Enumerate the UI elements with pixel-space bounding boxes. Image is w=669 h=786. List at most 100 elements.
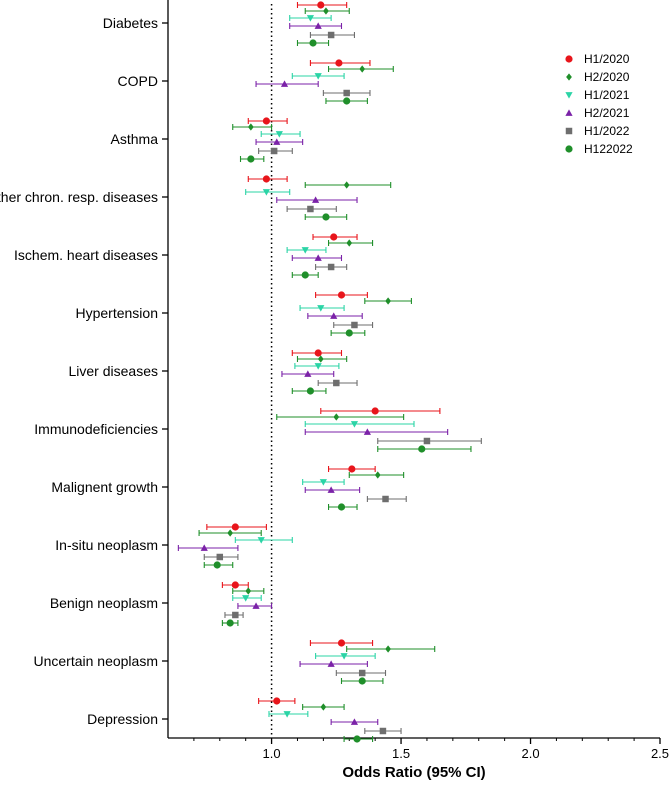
point-marker: [371, 407, 379, 415]
point-marker: [314, 254, 322, 261]
point-marker: [330, 233, 338, 241]
series-h22020: [198, 7, 436, 711]
point-marker: [257, 537, 265, 544]
point-marker: [327, 263, 335, 271]
category-label: Liver diseases: [69, 363, 159, 379]
point-marker: [252, 602, 260, 609]
legend-label: H122022: [584, 142, 633, 156]
point-marker: [247, 155, 255, 163]
series-h22021: [177, 22, 449, 725]
legend-marker: [565, 92, 573, 99]
point-marker: [358, 677, 366, 685]
legend-item: H2/2021: [565, 106, 630, 120]
legend-item: H122022: [565, 142, 633, 156]
legend-item: H1/2022: [565, 124, 630, 138]
point-marker: [283, 711, 291, 718]
category-label: Immunodeficiencies: [34, 421, 158, 437]
series-h12022: [203, 31, 482, 735]
point-marker: [314, 22, 322, 29]
category-label: Ischem. heart diseases: [14, 247, 158, 263]
category-label: Hypertension: [76, 305, 159, 321]
point-marker: [333, 413, 340, 421]
point-marker: [322, 213, 330, 221]
point-marker: [262, 175, 270, 183]
point-marker: [314, 73, 322, 80]
x-tick-label: 1.0: [263, 746, 281, 761]
category-label: Diabetes: [103, 15, 158, 31]
point-marker: [245, 587, 252, 595]
point-marker: [216, 553, 224, 561]
category-label: Asthma: [111, 131, 159, 147]
point-marker: [358, 669, 366, 677]
x-tick-label: 1.5: [392, 746, 410, 761]
point-marker: [314, 349, 322, 357]
point-marker: [382, 495, 389, 503]
point-marker: [306, 15, 315, 22]
x-tick-label: 2.5: [651, 746, 669, 761]
point-marker: [343, 97, 351, 105]
point-marker: [232, 611, 239, 619]
point-marker: [327, 486, 335, 493]
point-marker: [385, 297, 391, 305]
point-marker: [275, 131, 283, 138]
point-marker: [309, 39, 317, 47]
point-marker: [301, 247, 309, 254]
point-marker: [333, 379, 340, 387]
legend-item: H2/2020: [566, 70, 630, 84]
point-marker: [346, 239, 353, 247]
point-marker: [304, 370, 312, 377]
point-marker: [319, 479, 327, 486]
point-marker: [343, 89, 350, 97]
point-marker: [385, 645, 391, 653]
point-marker: [301, 271, 309, 279]
point-marker: [350, 718, 359, 725]
category-label: Uncertain neoplasm: [33, 653, 158, 669]
point-marker: [363, 428, 371, 435]
legend-marker: [565, 55, 573, 63]
point-marker: [345, 329, 353, 337]
point-marker: [327, 31, 335, 39]
point-marker: [351, 321, 358, 329]
category-label: COPD: [118, 73, 158, 89]
point-marker: [423, 437, 431, 445]
point-marker: [343, 181, 350, 189]
point-marker: [337, 291, 346, 299]
x-tick-label: 2.0: [521, 746, 539, 761]
category-label: Benign neoplasm: [50, 595, 158, 611]
legend-label: H2/2021: [584, 106, 630, 120]
legend-marker: [565, 145, 573, 153]
legend-label: H1/2020: [584, 52, 630, 66]
point-marker: [335, 59, 343, 67]
legend-label: H2/2020: [584, 70, 630, 84]
point-marker: [231, 581, 239, 589]
point-marker: [231, 523, 239, 531]
point-marker: [317, 305, 325, 312]
point-marker: [227, 529, 234, 537]
legend-marker: [565, 127, 573, 135]
point-marker: [273, 138, 281, 145]
point-marker: [374, 471, 381, 479]
point-marker: [270, 147, 278, 155]
point-marker: [242, 595, 250, 602]
category-label: In-situ neoplasm: [55, 537, 158, 553]
point-marker: [317, 1, 325, 9]
point-marker: [353, 735, 361, 743]
legend-label: H1/2021: [584, 88, 630, 102]
point-marker: [330, 312, 338, 319]
point-marker: [247, 123, 254, 131]
point-marker: [320, 703, 327, 711]
legend-label: H1/2022: [584, 124, 630, 138]
series-h122022: [203, 39, 472, 743]
point-marker: [213, 561, 221, 569]
category-label: Depression: [87, 711, 158, 727]
point-marker: [307, 205, 314, 213]
point-marker: [226, 619, 234, 627]
point-marker: [359, 65, 366, 73]
point-marker: [379, 727, 387, 735]
legend-marker: [565, 109, 573, 116]
point-marker: [337, 503, 346, 511]
point-marker: [262, 189, 270, 196]
point-marker: [312, 196, 320, 203]
point-marker: [323, 7, 329, 15]
